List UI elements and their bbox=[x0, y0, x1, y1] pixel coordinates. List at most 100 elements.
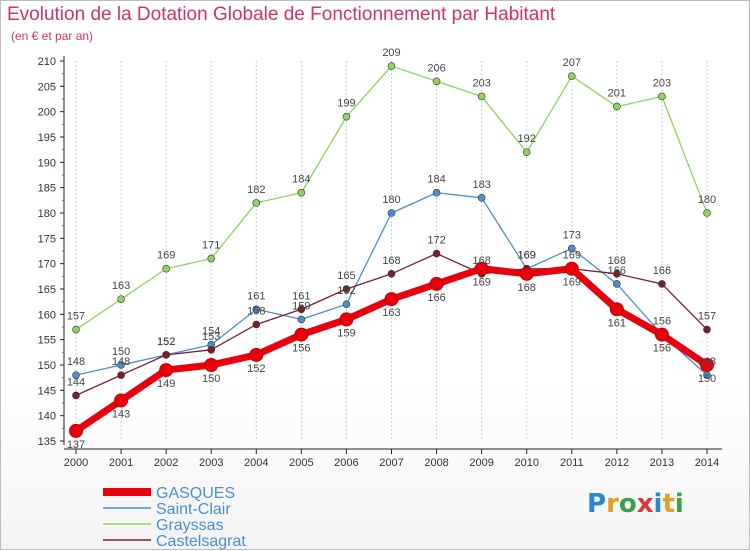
y-tick-label: 135 bbox=[38, 436, 56, 448]
data-label-castelsagrat: 144 bbox=[67, 376, 85, 388]
data-label-gasques: 137 bbox=[67, 439, 85, 451]
data-label-castelsagrat: 172 bbox=[427, 235, 445, 247]
data-point-gasques bbox=[294, 327, 309, 342]
data-point-saint-clair bbox=[252, 305, 261, 314]
legend-label: GASQUES bbox=[156, 485, 235, 502]
data-point-gasques bbox=[249, 347, 264, 362]
y-tick-label: 150 bbox=[38, 360, 56, 372]
data-point-grayssas bbox=[658, 92, 666, 101]
data-point-castelsagrat bbox=[342, 285, 351, 293]
data-point-castelsagrat bbox=[658, 280, 666, 288]
data-label-gasques: 150 bbox=[202, 373, 220, 385]
logo-letter: r bbox=[606, 489, 619, 519]
y-tick-label: 165 bbox=[38, 284, 56, 296]
y-tick-label: 170 bbox=[38, 259, 56, 271]
legend-label: Castelsagrat bbox=[156, 533, 246, 550]
data-label-saint-clair: 154 bbox=[202, 326, 220, 338]
data-point-gasques bbox=[69, 423, 83, 438]
x-tick-label: 2006 bbox=[334, 457, 358, 469]
data-label-gasques: 156 bbox=[292, 343, 310, 355]
data-point-grayssas bbox=[207, 254, 216, 263]
y-tick-label: 200 bbox=[38, 107, 56, 119]
data-point-castelsagrat bbox=[207, 345, 216, 354]
data-label-saint-clair: 156 bbox=[653, 316, 671, 328]
data-point-castelsagrat bbox=[117, 371, 125, 379]
data-point-saint-clair bbox=[72, 371, 80, 379]
data-label-grayssas: 182 bbox=[247, 184, 265, 196]
data-point-castelsagrat bbox=[387, 269, 396, 278]
y-tick-label: 160 bbox=[38, 309, 56, 321]
data-label-grayssas: 192 bbox=[518, 133, 536, 145]
data-point-gasques bbox=[159, 363, 174, 378]
data-label-grayssas: 184 bbox=[292, 174, 310, 186]
data-label-castelsagrat: 158 bbox=[247, 305, 265, 317]
data-point-castelsagrat bbox=[703, 325, 711, 334]
data-point-gasques bbox=[114, 393, 129, 408]
data-label-castelsagrat: 168 bbox=[472, 255, 490, 267]
series-layer bbox=[69, 62, 714, 438]
data-label-grayssas: 163 bbox=[112, 280, 130, 292]
data-label-gasques: 161 bbox=[608, 317, 626, 329]
y-tick-label: 140 bbox=[38, 411, 56, 423]
data-label-saint-clair: 148 bbox=[698, 356, 716, 368]
data-point-saint-clair bbox=[613, 280, 621, 288]
y-tick-label: 180 bbox=[38, 208, 56, 220]
data-point-grayssas bbox=[703, 209, 711, 217]
data-point-grayssas bbox=[117, 295, 125, 303]
data-point-grayssas bbox=[252, 199, 261, 207]
data-label-saint-clair: 152 bbox=[157, 336, 175, 348]
data-label-castelsagrat: 166 bbox=[653, 265, 671, 277]
data-point-gasques bbox=[429, 276, 444, 291]
data-label-saint-clair: 183 bbox=[472, 179, 490, 191]
data-label-saint-clair: 148 bbox=[67, 356, 85, 368]
y-tick-label: 155 bbox=[38, 335, 56, 347]
x-tick-label: 2007 bbox=[379, 457, 403, 469]
data-point-gasques bbox=[339, 312, 354, 327]
y-tick-label: 195 bbox=[38, 132, 56, 144]
data-point-saint-clair bbox=[432, 188, 441, 197]
data-point-castelsagrat bbox=[297, 305, 306, 314]
data-point-gasques bbox=[384, 292, 399, 307]
data-point-saint-clair bbox=[567, 244, 576, 253]
data-point-gasques bbox=[474, 261, 489, 276]
data-label-castelsagrat: 169 bbox=[563, 250, 581, 262]
data-point-saint-clair bbox=[117, 361, 125, 369]
data-point-grayssas bbox=[342, 112, 351, 121]
data-label-gasques: 149 bbox=[157, 378, 175, 390]
proxiti-logo: Proxiti bbox=[587, 489, 684, 519]
y-tick-label: 175 bbox=[38, 233, 56, 245]
data-point-castelsagrat bbox=[162, 351, 170, 359]
data-point-gasques bbox=[654, 327, 669, 342]
data-point-gasques bbox=[609, 302, 624, 317]
data-label-saint-clair: 180 bbox=[382, 194, 400, 206]
data-label-gasques: 169 bbox=[472, 277, 490, 289]
chart-subtitle: (en € et par an) bbox=[11, 29, 94, 43]
x-tick-label: 2004 bbox=[244, 457, 268, 469]
data-label-grayssas: 171 bbox=[202, 240, 220, 252]
data-point-grayssas bbox=[72, 325, 80, 334]
data-label-grayssas: 169 bbox=[157, 250, 175, 262]
data-label-grayssas: 206 bbox=[427, 62, 445, 74]
x-tick-label: 2002 bbox=[154, 457, 178, 469]
legend-label: Grayssas bbox=[156, 517, 224, 534]
data-label-saint-clair: 159 bbox=[292, 300, 310, 312]
logo-letter: o bbox=[618, 489, 637, 519]
data-point-grayssas bbox=[432, 77, 441, 86]
x-tick-label: 2009 bbox=[469, 457, 493, 469]
data-point-castelsagrat bbox=[432, 249, 441, 258]
data-label-grayssas: 207 bbox=[563, 57, 581, 69]
data-label-gasques: 163 bbox=[382, 307, 400, 319]
data-label-gasques: 169 bbox=[563, 277, 581, 289]
data-label-saint-clair: 162 bbox=[337, 285, 355, 297]
data-label-castelsagrat: 148 bbox=[112, 356, 130, 368]
data-label-castelsagrat: 169 bbox=[518, 250, 536, 262]
data-label-saint-clair: 184 bbox=[427, 174, 445, 186]
data-point-gasques bbox=[564, 261, 579, 276]
data-label-grayssas: 199 bbox=[337, 98, 355, 110]
data-point-saint-clair bbox=[477, 194, 486, 202]
data-point-saint-clair bbox=[342, 300, 351, 309]
logo-letter: i bbox=[653, 489, 663, 519]
data-label-grayssas: 203 bbox=[653, 77, 671, 89]
data-point-grayssas bbox=[522, 148, 531, 156]
